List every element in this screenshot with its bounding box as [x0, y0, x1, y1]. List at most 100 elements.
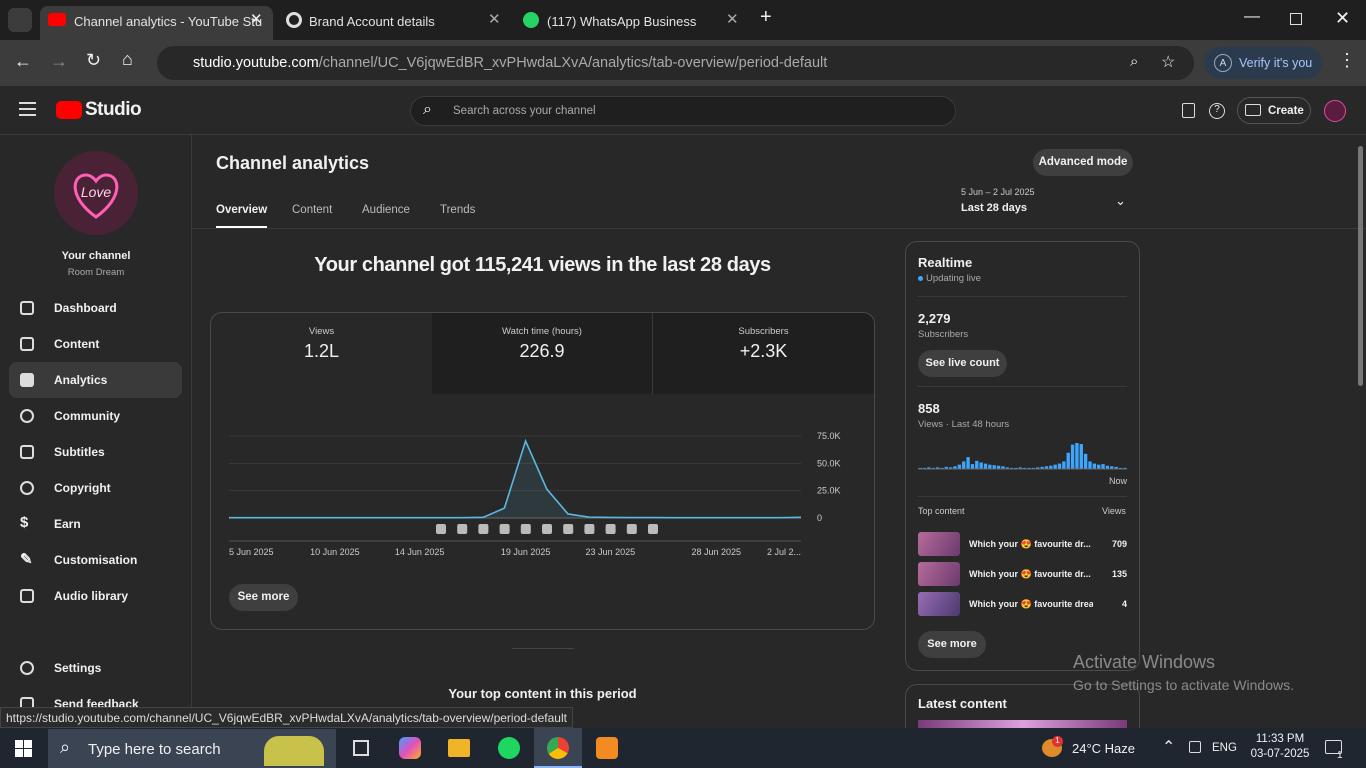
metric[interactable]: Subscribers +2.3K: [653, 326, 874, 362]
upload-marker: [520, 524, 531, 534]
advanced-label: Advanced mode: [1038, 156, 1128, 168]
thumbnail[interactable]: [918, 562, 960, 586]
youtube-favicon: [48, 13, 66, 26]
browser-menu[interactable]: ⋮: [1338, 50, 1356, 70]
tray-chevron[interactable]: ⌃: [1162, 739, 1176, 756]
bookmark[interactable]: ☆: [1161, 54, 1176, 71]
nav-item[interactable]: Settings: [9, 650, 182, 686]
see-more[interactable]: See more: [229, 584, 298, 611]
notification-icon[interactable]: [1325, 740, 1342, 754]
forward[interactable]: →: [50, 51, 68, 71]
spotify[interactable]: [498, 737, 520, 759]
metric-value: 226.9: [519, 341, 565, 361]
nav-item[interactable]: Audio library: [9, 578, 182, 614]
nav-item[interactable]: Dashboard: [9, 290, 182, 326]
create-icon: [1245, 104, 1261, 116]
tab[interactable]: Content: [292, 204, 332, 216]
latest-thumbnail[interactable]: [918, 720, 1127, 728]
tab[interactable]: Trends: [440, 204, 475, 216]
back[interactable]: ←: [14, 51, 32, 71]
close-tab[interactable]: ✕: [250, 11, 263, 28]
clock[interactable]: 11:33 PM 03-07-2025: [1246, 733, 1314, 760]
bar: [979, 462, 983, 469]
nav-item[interactable]: Content: [9, 326, 182, 362]
task-view[interactable]: [353, 740, 369, 756]
tray-icon[interactable]: [1189, 741, 1201, 753]
nav-label: Customisation: [54, 553, 138, 567]
nav-item[interactable]: Subtitles: [9, 434, 182, 470]
nav-item[interactable]: Copyright: [9, 470, 182, 506]
divider: [512, 648, 574, 649]
item-views: 4: [1121, 599, 1127, 609]
url-host: studio.youtube.com: [193, 55, 319, 71]
create-button[interactable]: Create: [1237, 97, 1311, 124]
time: 11:33 PM: [1255, 733, 1305, 745]
nav-item[interactable]: Analytics: [9, 362, 182, 398]
address-bar[interactable]: [157, 46, 1194, 80]
tab-menu[interactable]: [8, 8, 32, 32]
bar: [1097, 464, 1101, 469]
bar: [1014, 467, 1018, 469]
advanced-mode[interactable]: Advanced mode: [1033, 149, 1133, 176]
status-url: https://studio.youtube.com/channel/UC_V6…: [0, 707, 573, 728]
scrollbar[interactable]: [1358, 146, 1363, 386]
item-title[interactable]: Which your 😍 favourite dr...: [969, 539, 1091, 549]
upload-marker: [457, 524, 468, 534]
home[interactable]: ⌂: [122, 49, 133, 69]
minimize[interactable]: —: [1244, 8, 1260, 25]
subscriber-label: Subscribers: [918, 329, 969, 340]
file-explorer[interactable]: [448, 739, 470, 757]
x-tick-label: 23 Jun 2025: [586, 547, 636, 557]
search-box[interactable]: [410, 96, 956, 126]
hamburger[interactable]: [19, 102, 36, 116]
reload[interactable]: ↻: [86, 50, 102, 70]
upload-marker: [626, 524, 637, 534]
channel-avatar[interactable]: Love: [54, 151, 138, 235]
weather[interactable]: 24°C Haze: [1072, 741, 1136, 756]
nav-label: Earn: [54, 517, 81, 531]
thumbnail[interactable]: [918, 532, 960, 556]
see-more[interactable]: See more: [918, 631, 986, 658]
live-count-button[interactable]: See live count: [918, 350, 1007, 377]
divider: [918, 296, 1127, 297]
avatar[interactable]: [1324, 100, 1346, 122]
bar: [948, 467, 953, 469]
tab[interactable]: Channel analytics - YouTube Stu: [40, 6, 273, 40]
period-dropdown[interactable]: ⌄: [1115, 193, 1126, 208]
metric[interactable]: Watch time (hours) 226.9: [432, 326, 652, 362]
nav-item[interactable]: $ Earn: [20, 514, 81, 531]
help[interactable]: ?: [1209, 103, 1225, 119]
nav-item[interactable]: Community: [9, 398, 182, 434]
tab[interactable]: Audience: [362, 204, 410, 216]
taskbar-search-text: Type here to search: [88, 741, 221, 758]
maximize[interactable]: [1290, 13, 1302, 25]
copilot[interactable]: [399, 737, 421, 759]
tab-active[interactable]: Overview: [216, 204, 268, 228]
metric-label: Watch time (hours): [502, 326, 582, 337]
messages[interactable]: [1182, 103, 1195, 118]
bar: [962, 461, 966, 469]
views-chart: 0 25.0K 50.0K 75.0K 5 Jun 2025 10 Jun 2025 14 …: [229, 431, 841, 557]
close-window[interactable]: ✕: [1335, 8, 1351, 28]
x-tick-label: 28 Jun 2025: [691, 547, 741, 557]
item-title[interactable]: Which your 😍 favourite drea...: [969, 599, 1093, 609]
tab[interactable]: (117) WhatsApp Business: [513, 6, 750, 40]
zoom[interactable]: ⌕: [1130, 53, 1139, 70]
start-button[interactable]: [15, 740, 32, 757]
language[interactable]: ENG: [1212, 742, 1237, 754]
bar: [1075, 443, 1079, 469]
upload-marker: [542, 524, 552, 534]
thumbnail[interactable]: [918, 592, 960, 616]
bar: [1079, 444, 1083, 469]
divider: [192, 228, 1366, 229]
nav-label: Analytics: [54, 373, 108, 387]
period[interactable]: Last 28 days: [961, 202, 1028, 214]
new-tab[interactable]: +: [760, 6, 772, 28]
metric[interactable]: Views 1.2L: [211, 326, 432, 362]
nav-item[interactable]: ✎ Customisation: [20, 551, 138, 568]
fl-studio[interactable]: [596, 737, 618, 759]
tab[interactable]: Brand Account details: [275, 6, 512, 40]
close-tab[interactable]: ✕: [488, 11, 501, 28]
close-tab[interactable]: ✕: [726, 11, 739, 28]
item-title[interactable]: Which your 😍 favourite dr...: [969, 569, 1091, 579]
